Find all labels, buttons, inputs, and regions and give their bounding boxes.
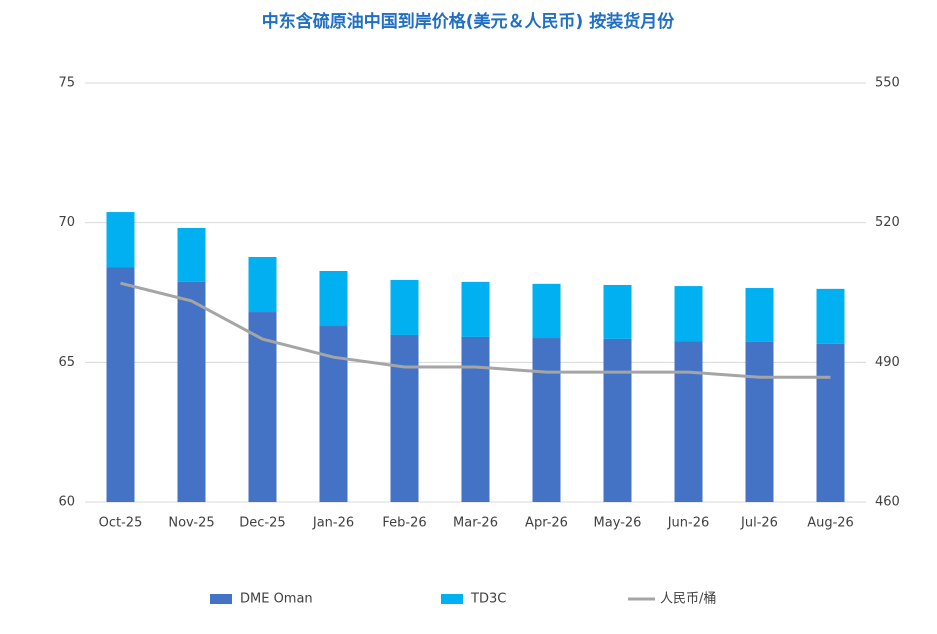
bar xyxy=(390,279,419,335)
bar xyxy=(106,212,135,268)
legend-swatch xyxy=(441,594,463,604)
bar xyxy=(603,284,632,339)
bar xyxy=(319,270,348,327)
x-tick-label: Apr-26 xyxy=(525,516,568,531)
bar xyxy=(248,257,277,313)
legend-label: DME Oman xyxy=(240,592,313,607)
bar xyxy=(816,343,845,502)
legend-label: 人民币/桶 xyxy=(660,592,716,607)
x-tick-label: Jul-26 xyxy=(740,516,778,531)
x-tick-label: Oct-25 xyxy=(99,516,143,531)
x-tick-label: Dec-25 xyxy=(239,516,285,531)
x-tick-label: Nov-25 xyxy=(168,516,214,531)
y2-tick-label: 490 xyxy=(875,355,900,370)
bar xyxy=(390,334,419,502)
y2-tick-label: 550 xyxy=(875,76,900,91)
y-tick-label: 75 xyxy=(58,76,75,91)
x-tick-label: Aug-26 xyxy=(807,516,854,531)
bar xyxy=(106,267,135,502)
bar xyxy=(745,341,774,502)
y2-tick-label: 460 xyxy=(875,495,900,510)
bar xyxy=(674,286,703,342)
y-tick-label: 70 xyxy=(58,215,75,230)
legend-swatch xyxy=(210,594,232,604)
bar xyxy=(532,338,561,502)
bar xyxy=(816,288,845,344)
y-tick-label: 65 xyxy=(58,355,75,370)
bar xyxy=(319,326,348,502)
bar xyxy=(603,338,632,502)
y-tick-label: 60 xyxy=(58,495,75,510)
legend-label: TD3C xyxy=(470,592,506,607)
bar xyxy=(745,288,774,342)
y2-tick-label: 520 xyxy=(875,215,900,230)
line xyxy=(120,281,831,379)
bar xyxy=(248,312,277,502)
bar xyxy=(461,336,490,502)
bar xyxy=(532,283,561,339)
x-tick-label: Jun-26 xyxy=(667,516,710,531)
x-tick-label: Feb-26 xyxy=(382,516,426,531)
x-tick-label: Jan-26 xyxy=(312,516,354,531)
bar xyxy=(177,227,206,282)
bar xyxy=(177,281,206,502)
bar xyxy=(461,281,490,337)
x-tick-label: May-26 xyxy=(594,516,642,531)
chart-title: 中东含硫原油中国到岸价格(美元＆人民币) 按装货月份 xyxy=(262,11,675,32)
bar xyxy=(674,341,703,502)
x-tick-label: Mar-26 xyxy=(453,516,498,531)
